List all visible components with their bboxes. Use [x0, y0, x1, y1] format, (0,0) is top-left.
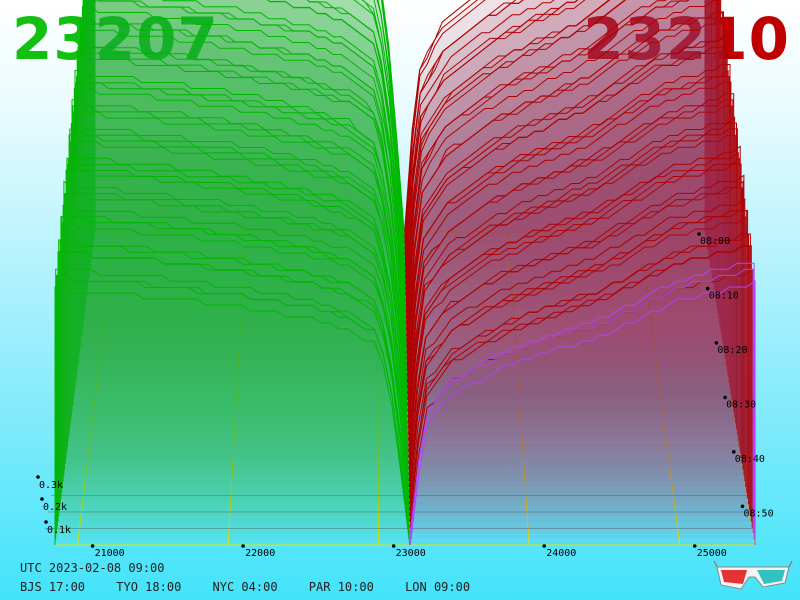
bid-depth-layer-4 — [57, 251, 410, 522]
ask-depth-layer-23 — [407, 93, 735, 412]
depth-tick-label-0: 0.1k — [47, 525, 71, 536]
bid-depth-layer-13 — [64, 193, 409, 470]
bid-depth-layer-51 — [92, 0, 405, 250]
ask-depth-layer-0 — [409, 280, 756, 546]
ask-depth-layer-12 — [408, 174, 745, 476]
ask-depth-layer-42 — [405, 0, 717, 302]
time-tick-dot-5 — [740, 504, 745, 509]
time-tick-label-2: 08:20 — [717, 345, 747, 356]
x-tick-dot-2 — [391, 544, 396, 548]
clock-lon: LON 09:00 — [405, 580, 471, 594]
ask-depth-layer-16 — [408, 145, 741, 453]
bid-depth-layer-37 — [81, 6, 407, 331]
clock-bjs: BJS 17:00 — [20, 580, 86, 594]
time-tick-label-5: 08:50 — [744, 508, 774, 519]
ask-depth-layer-33 — [406, 34, 725, 354]
ask-depth-layer-26 — [407, 81, 732, 395]
x-tick-label-2: 23000 — [396, 548, 426, 559]
ask-depth-layer-9 — [408, 210, 748, 493]
x-tick-dot-0 — [90, 544, 95, 548]
clock-nyc: NYC 04:00 — [212, 580, 278, 594]
bid-depth-layer-2 — [56, 274, 411, 534]
world-clocks: BJS 17:00 TYO 18:00 NYC 04:00 PAR 10:00 … — [20, 580, 540, 594]
bid-depth-layer-20 — [69, 128, 409, 430]
bid-depth-layer-12 — [63, 180, 410, 476]
x-tick-dot-3 — [542, 544, 546, 548]
ask-depth-layer-4 — [409, 245, 752, 522]
time-tick-dot-3 — [723, 395, 727, 400]
utc-clock: UTC 2023-02-08 09:00 — [20, 561, 165, 575]
time-tick-dot-4 — [732, 450, 736, 454]
ask-depth-layer-31 — [406, 34, 727, 366]
ask-depth-layer-21 — [407, 134, 737, 424]
x-tick-label-4: 25000 — [697, 548, 727, 559]
ask-depth-layer-37 — [405, 0, 722, 331]
depth-tick-label-1: 0.2k — [43, 502, 67, 513]
bid-depth-layer-47 — [89, 0, 406, 273]
grid-line-x-1 — [227, 231, 247, 546]
depth-tick-label-2: 0.3k — [39, 480, 63, 491]
bid-depth-layer-1 — [55, 268, 411, 540]
grid-line-x-0 — [77, 231, 116, 546]
ask-depth-layer-5 — [409, 233, 751, 517]
depth-tick-dot-1 — [40, 497, 44, 501]
grid-line-x-3 — [507, 231, 530, 546]
x-tick-label-1: 22000 — [245, 548, 275, 559]
x-tick-label-3: 24000 — [546, 548, 576, 559]
x-tick-dot-1 — [241, 544, 245, 548]
bid-depth-layer-42 — [85, 0, 406, 302]
bid-depth-layer-45 — [87, 0, 406, 285]
bid-depth-layer-53 — [93, 0, 405, 238]
clock-tyo: TYO 18:00 — [116, 580, 182, 594]
bid-depth-layer-5 — [58, 239, 410, 517]
ask-depth-layer-30 — [406, 46, 728, 372]
bid-depth-layer-28 — [75, 82, 408, 383]
time-tick-label-0: 08:00 — [700, 236, 730, 247]
x-tick-label-0: 21000 — [95, 548, 125, 559]
bid-depth-layer-41 — [84, 0, 407, 308]
time-tick-label-3: 08:30 — [726, 399, 756, 410]
time-tick-dot-0 — [697, 232, 701, 236]
bid-depth-layer-19 — [68, 134, 409, 435]
bid-depth-layer-36 — [81, 29, 407, 337]
depth-tick-dot-0 — [44, 520, 48, 524]
clock-par: PAR 10:00 — [308, 580, 374, 594]
time-tick-label-1: 08:10 — [709, 290, 739, 301]
ask-depth-layer-49 — [404, 0, 711, 262]
bid-price: 23207 — [12, 4, 219, 74]
bid-depth-layer-0 — [54, 286, 411, 546]
bid-depth-layer-11 — [62, 204, 410, 482]
depth-tick-dot-2 — [36, 475, 40, 479]
time-tick-label-4: 08:40 — [735, 454, 765, 465]
ask-depth-layer-27 — [406, 64, 731, 389]
x-tick-dot-4 — [692, 544, 697, 548]
time-tick-dot-2 — [714, 341, 719, 345]
3d-glasses-icon[interactable] — [713, 557, 793, 593]
ask-depth-layer-22 — [407, 116, 736, 418]
ask-depth-layer-1 — [409, 262, 755, 540]
bid-depth-layer-50 — [91, 0, 406, 256]
time-tick-dot-1 — [705, 286, 710, 291]
bid-depth-layer-31 — [77, 46, 408, 366]
grid-line-x-4 — [638, 231, 681, 546]
ask-depth-layer-8 — [408, 210, 749, 499]
bid-depth-layer-27 — [74, 70, 408, 389]
bid-depth-layer-10 — [61, 222, 410, 488]
